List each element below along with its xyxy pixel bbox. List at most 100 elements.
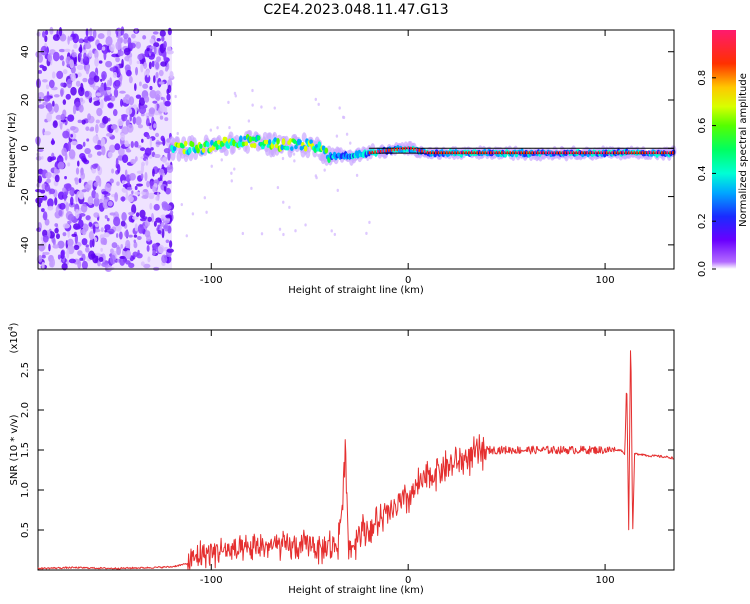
noise-speckle bbox=[69, 59, 74, 69]
noise-speckle bbox=[107, 151, 113, 158]
noise-speckle bbox=[109, 254, 116, 265]
noise-speckle bbox=[220, 158, 223, 162]
noise-speckle bbox=[52, 34, 60, 41]
noise-speckle bbox=[100, 227, 104, 233]
noise-speckle bbox=[102, 116, 109, 124]
noise-speckle bbox=[120, 133, 126, 141]
noise-speckle bbox=[203, 196, 207, 200]
noise-speckle bbox=[77, 160, 80, 167]
track-peak bbox=[627, 151, 630, 155]
noise-speckle bbox=[333, 232, 337, 237]
noise-speckle bbox=[338, 106, 341, 110]
noise-speckle bbox=[75, 193, 78, 203]
noise-speckle bbox=[160, 135, 165, 142]
noise-speckle bbox=[67, 220, 72, 224]
track-peak bbox=[385, 149, 387, 153]
noise-speckle bbox=[124, 140, 129, 148]
noise-speckle bbox=[153, 183, 158, 187]
noise-speckle bbox=[48, 79, 55, 89]
noise-speckle bbox=[77, 260, 82, 269]
noise-speckle bbox=[251, 103, 254, 107]
noise-speckle bbox=[78, 38, 84, 44]
noise-speckle bbox=[37, 54, 44, 63]
noise-speckle bbox=[119, 90, 126, 94]
track-peak bbox=[638, 151, 641, 155]
noise-speckle bbox=[161, 36, 165, 42]
noise-speckle bbox=[119, 255, 126, 259]
track-peak bbox=[647, 151, 649, 155]
noise-speckle bbox=[166, 138, 171, 143]
track-core bbox=[210, 139, 214, 146]
track-peak bbox=[553, 151, 556, 155]
track-peak bbox=[498, 151, 500, 155]
noise-speckle bbox=[131, 204, 137, 215]
colorbar-tick-label: 0.4 bbox=[697, 165, 708, 181]
spectrogram-y-label: Frequency (Hz) bbox=[7, 112, 18, 188]
noise-speckle bbox=[160, 61, 167, 67]
noise-speckle bbox=[87, 35, 95, 42]
track-peak bbox=[581, 151, 583, 155]
noise-speckle bbox=[135, 66, 139, 76]
snr-y-tick-label: 1.0 bbox=[20, 482, 31, 498]
track-peak bbox=[382, 149, 385, 153]
track-peak bbox=[517, 151, 520, 155]
track-peak bbox=[575, 151, 578, 155]
noise-speckle bbox=[51, 71, 56, 79]
track-peak bbox=[536, 151, 539, 155]
noise-speckle bbox=[234, 94, 237, 98]
noise-speckle bbox=[136, 170, 144, 175]
noise-speckle bbox=[106, 217, 110, 222]
noise-speckle bbox=[117, 28, 122, 34]
noise-speckle bbox=[71, 233, 77, 237]
noise-speckle bbox=[133, 234, 138, 238]
track-core bbox=[205, 141, 210, 148]
noise-speckle bbox=[228, 125, 231, 130]
noise-speckle bbox=[128, 76, 133, 84]
noise-speckle bbox=[79, 97, 84, 102]
track-peak bbox=[658, 151, 660, 155]
noise-speckle bbox=[79, 57, 84, 65]
noise-speckle bbox=[67, 114, 75, 122]
noise-speckle bbox=[73, 244, 80, 251]
svg-text:(x104): (x104) bbox=[7, 322, 20, 353]
track-peak bbox=[454, 151, 456, 155]
track-core bbox=[309, 139, 313, 144]
noise-speckle bbox=[60, 113, 66, 121]
track-peak bbox=[570, 151, 572, 155]
track-peak bbox=[451, 151, 454, 155]
noise-speckle bbox=[87, 153, 93, 158]
noise-speckle bbox=[101, 191, 109, 195]
track-core bbox=[281, 138, 286, 146]
noise-speckle bbox=[156, 56, 162, 62]
track-peak bbox=[374, 150, 376, 154]
track-peak bbox=[473, 151, 476, 155]
noise-speckle bbox=[110, 248, 114, 254]
track-core bbox=[252, 142, 257, 149]
noise-speckle bbox=[136, 60, 141, 65]
noise-speckle bbox=[365, 231, 368, 235]
noise-speckle bbox=[166, 93, 171, 101]
track-peak bbox=[492, 151, 495, 155]
noise-speckle bbox=[70, 72, 76, 82]
snr-multiplier-exp: 4 bbox=[7, 326, 15, 331]
track-peak bbox=[484, 151, 487, 155]
track-peak bbox=[586, 151, 589, 155]
track-peak bbox=[487, 151, 489, 155]
noise-speckle bbox=[148, 192, 155, 198]
noise-speckle bbox=[58, 48, 66, 53]
track-core bbox=[201, 147, 206, 153]
track-core bbox=[290, 146, 294, 151]
noise-speckle bbox=[149, 85, 153, 91]
noise-speckle bbox=[163, 223, 169, 232]
noise-speckle bbox=[106, 29, 112, 37]
noise-speckle bbox=[167, 27, 172, 36]
noise-speckle bbox=[72, 104, 77, 115]
noise-speckle bbox=[95, 119, 100, 124]
noise-speckle bbox=[109, 77, 113, 87]
noise-speckle bbox=[61, 147, 67, 157]
noise-speckle bbox=[67, 238, 74, 247]
noise-speckle bbox=[127, 195, 134, 203]
noise-speckle bbox=[103, 50, 107, 61]
track-peak bbox=[368, 151, 371, 155]
noise-speckle bbox=[111, 168, 115, 174]
